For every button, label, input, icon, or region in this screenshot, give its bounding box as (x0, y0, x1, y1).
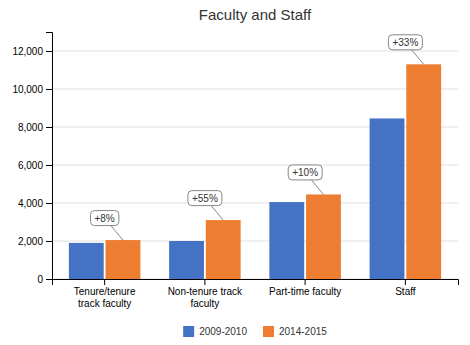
y-tick-mark (46, 51, 52, 52)
y-tick: 2,000 (18, 236, 52, 247)
legend-item: 2014-2015 (263, 326, 327, 337)
title: Faculty and Staff (199, 6, 312, 23)
legend-item: 2009-2010 (183, 326, 247, 337)
x-tick: Part-time faculty (269, 279, 341, 297)
y-tick: 12,000 (12, 46, 52, 57)
annotation: +33% (388, 35, 423, 65)
bar-series (69, 118, 405, 279)
bar-series (106, 64, 442, 279)
bar (69, 243, 104, 279)
x-axis-line (53, 280, 459, 286)
x-tick-label: Staff (395, 286, 416, 297)
y-tick-mark (46, 127, 52, 128)
y-tick-mark (46, 279, 52, 280)
y-tick: 4,000 (18, 198, 52, 209)
y-tick-label: 12,000 (12, 46, 43, 57)
grid-line (52, 89, 458, 90)
x-tick-mark (104, 279, 105, 285)
annotations: +8% +55% +10% +33% (90, 35, 423, 240)
y-tick: 8,000 (18, 122, 52, 133)
annotation-box (188, 191, 222, 206)
x-tick-label: Part-time faculty (269, 286, 341, 297)
x-tick-label-line: Staff (395, 286, 416, 297)
bar (106, 240, 141, 279)
annotation-text: +8% (94, 213, 114, 224)
x-tick-label-line: Part-time faculty (269, 286, 341, 297)
chart: 0 2,000 4,000 6,000 8,000 10,000 12,000 Tenure/… (0, 0, 470, 345)
bar (269, 202, 304, 279)
annotation-box (388, 35, 422, 50)
y-axis: 0 2,000 4,000 6,000 8,000 10,000 12,000 (12, 33, 52, 285)
bar (306, 194, 341, 279)
bar (206, 220, 241, 279)
grid-line (52, 51, 458, 52)
y-tick: 6,000 (18, 160, 52, 171)
legend: 2009-2010 2014-2015 (183, 326, 327, 337)
y-tick-label: 4,000 (18, 198, 43, 209)
x-tick-label: Tenure/tenuretrack faculty (74, 286, 136, 309)
x-tick-mark (204, 279, 205, 285)
legend-swatch (183, 326, 194, 337)
y-tick-mark (46, 89, 52, 90)
grid (52, 51, 458, 279)
y-tick-label: 0 (37, 274, 43, 285)
x-tick: Staff (395, 279, 416, 297)
x-tick-label-line: Non-tenure track (168, 286, 243, 297)
y-tick: 0 (37, 274, 52, 285)
annotation: +8% (90, 211, 122, 241)
annotation-text: +10% (292, 167, 318, 178)
bar (370, 118, 405, 279)
y-tick-label: 2,000 (18, 236, 43, 247)
x-tick-label-line: faculty (190, 298, 219, 309)
y-tick-mark (46, 241, 52, 242)
x-tick-label-line: Tenure/tenure (74, 286, 136, 297)
bar (169, 241, 204, 279)
legend-swatch (263, 326, 274, 337)
annotation: +55% (188, 191, 223, 221)
annotation: +10% (288, 165, 323, 195)
legend-label: 2009-2010 (199, 326, 247, 337)
annotation-text: +33% (392, 37, 418, 48)
annotation-box (90, 211, 118, 226)
x-tick-mark (305, 279, 306, 285)
legend-label: 2014-2015 (279, 326, 327, 337)
x-tick-label-line: track faculty (78, 298, 131, 309)
y-tick-mark (46, 165, 52, 166)
y-axis-line (46, 33, 53, 280)
plot: 0 2,000 4,000 6,000 8,000 10,000 12,000 Tenure/… (12, 33, 458, 309)
y-tick-label: 8,000 (18, 122, 43, 133)
annotation-box (288, 165, 322, 180)
x-tick-mark (405, 279, 406, 285)
y-tick-label: 6,000 (18, 160, 43, 171)
x-tick-label: Non-tenure trackfaculty (168, 286, 243, 309)
bar (406, 64, 441, 279)
x-tick: Non-tenure trackfaculty (168, 279, 243, 309)
y-tick-label: 10,000 (12, 84, 43, 95)
annotation-text: +55% (192, 193, 218, 204)
y-tick: 10,000 (12, 84, 52, 95)
x-tick: Tenure/tenuretrack faculty (74, 279, 136, 309)
x-axis: Tenure/tenuretrack faculty Non-tenure tra… (53, 279, 459, 309)
bars (69, 64, 441, 279)
y-tick-mark (46, 203, 52, 204)
